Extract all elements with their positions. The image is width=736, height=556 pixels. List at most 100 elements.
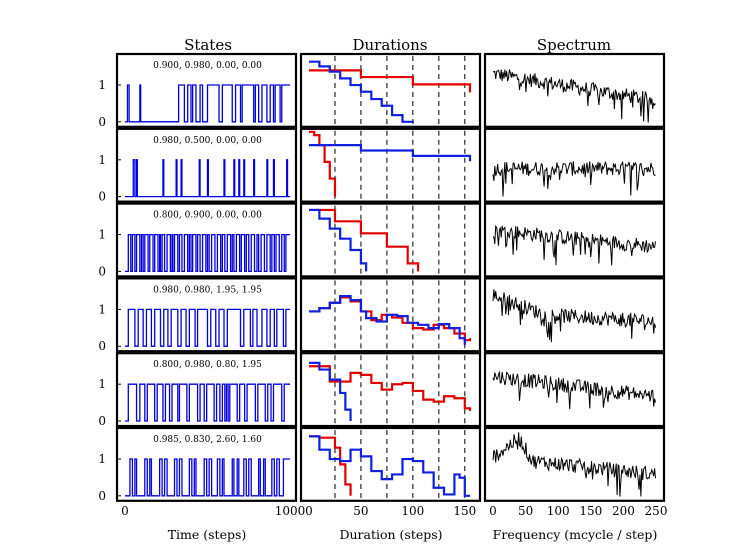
states-panel: 1 0 0.985, 0.830, 2.60, 1.60	[98, 426, 298, 503]
durations-x-tick-label: 50	[353, 504, 368, 518]
durations-x-tick-label: 150	[453, 504, 476, 518]
states-column-title: States	[184, 36, 232, 54]
spectrum-column-title: Spectrum	[537, 36, 611, 54]
durations-panel	[299, 277, 482, 353]
durations-x-tick-label: 100	[401, 504, 424, 518]
durations-frame	[299, 352, 482, 428]
durations-frame	[299, 426, 482, 502]
states-frame	[115, 52, 298, 128]
spectrum-trace	[492, 370, 656, 410]
states-x-tick-label: 0	[121, 504, 129, 518]
spectrum-trace	[492, 160, 656, 197]
y-tick-label-0: 0	[98, 489, 106, 503]
durations-frame	[299, 127, 482, 203]
spectrum-panel	[483, 127, 666, 203]
states-panel: 1 0 0.980, 0.500, 0.00, 0.00	[98, 127, 298, 204]
durations-x-axis-label: Duration (steps)	[339, 527, 442, 542]
row-6: 1 0 0.985, 0.830, 2.60, 1.60	[98, 426, 666, 503]
durations-x-tick-label: 0	[305, 504, 313, 518]
y-tick-label-0: 0	[98, 115, 106, 129]
states-panel: 1 0 0.980, 0.980, 1.95, 1.95	[98, 277, 298, 353]
spectrum-panel	[483, 52, 666, 128]
blue-duration-curve	[309, 60, 414, 123]
spectrum-x-axis-label: Frequency (mcycle / step)	[493, 527, 658, 542]
durations-frame	[299, 52, 482, 128]
states-x-tick-label: 1000	[275, 504, 306, 518]
red-duration-curve	[309, 130, 337, 197]
y-tick-label-1: 1	[98, 302, 106, 316]
y-tick-label-0: 0	[98, 264, 106, 278]
spectrum-frame	[483, 127, 666, 203]
spectrum-trace	[492, 432, 656, 497]
blue-duration-curve	[309, 294, 466, 345]
durations-panel	[299, 426, 482, 502]
states-panel: 1 0 0.900, 0.980, 0.00, 0.00	[98, 52, 298, 129]
red-duration-curve	[309, 208, 420, 272]
parameter-label: 0.980, 0.500, 0.00, 0.00	[153, 136, 262, 146]
states-frame	[115, 277, 298, 353]
states-frame	[115, 352, 298, 428]
blue-duration-curve	[309, 361, 352, 421]
spectrum-panel	[483, 352, 666, 428]
spectrum-frame	[483, 352, 666, 428]
durations-panel	[299, 52, 482, 128]
red-duration-curve	[309, 435, 352, 496]
durations-frame	[299, 202, 482, 278]
blue-duration-curve	[309, 144, 472, 162]
parameter-label: 0.980, 0.980, 1.95, 1.95	[153, 285, 262, 295]
states-trace	[125, 383, 290, 422]
parameter-label: 0.800, 0.980, 0.80, 1.95	[153, 360, 262, 370]
parameter-label: 0.985, 0.830, 2.60, 1.60	[153, 435, 262, 445]
spectrum-panel	[483, 277, 666, 353]
states-trace	[125, 233, 290, 273]
durations-column-title: Durations	[352, 36, 427, 54]
spectrum-x-tick-label: 50	[518, 504, 533, 518]
red-duration-curve	[309, 365, 472, 411]
spectrum-frame	[483, 426, 666, 502]
states-panel: 1 0 0.800, 0.980, 0.80, 1.95	[98, 352, 298, 428]
spectrum-trace	[492, 224, 656, 266]
spectrum-panel	[483, 426, 666, 502]
spectrum-x-tick-label: 100	[547, 504, 570, 518]
y-tick-label-0: 0	[98, 414, 106, 428]
states-trace	[125, 84, 290, 123]
y-tick-label-0: 0	[98, 190, 106, 204]
spectrum-trace	[492, 289, 656, 343]
blue-duration-curve	[309, 435, 470, 497]
states-panel: 1 0 0.800, 0.900, 0.00, 0.00	[98, 202, 298, 278]
durations-panel	[299, 352, 482, 428]
panel-grid: 1 0 0.900, 0.980, 0.00, 0.00 1 0 0.980, 0.500…	[98, 52, 666, 503]
x-tick-labels: 0 1000 0 50 100 150 0 50 100 150 200 250	[121, 504, 667, 518]
states-frame	[115, 127, 298, 203]
row-1: 1 0 0.900, 0.980, 0.00, 0.00	[98, 52, 666, 129]
states-trace	[125, 308, 290, 347]
durations-frame	[299, 277, 482, 353]
spectrum-x-tick-label: 200	[612, 504, 635, 518]
spectrum-panel	[483, 202, 666, 278]
red-duration-curve	[309, 69, 472, 93]
states-frame	[115, 426, 298, 502]
spectrum-frame	[483, 202, 666, 278]
blue-duration-curve	[309, 208, 368, 272]
spectrum-x-tick-label: 150	[579, 504, 602, 518]
row-3: 1 0 0.800, 0.900, 0.00, 0.00	[98, 202, 666, 278]
y-tick-label-1: 1	[98, 452, 106, 466]
spectrum-frame	[483, 52, 666, 128]
states-trace	[125, 159, 290, 198]
states-frame	[115, 202, 298, 278]
spectrum-frame	[483, 277, 666, 353]
states-trace	[125, 458, 290, 497]
y-tick-label-0: 0	[98, 339, 106, 353]
spectrum-x-tick-label: 250	[645, 504, 668, 518]
row-5: 1 0 0.800, 0.980, 0.80, 1.95	[98, 352, 666, 428]
row-4: 1 0 0.980, 0.980, 1.95, 1.95	[98, 277, 666, 353]
states-x-axis-label: Time (steps)	[168, 527, 247, 542]
spectrum-trace	[492, 69, 656, 123]
spectrum-x-tick-label: 0	[489, 504, 497, 518]
row-2: 1 0 0.980, 0.500, 0.00, 0.00	[98, 127, 666, 204]
durations-panel	[299, 127, 482, 203]
y-tick-label-1: 1	[98, 78, 106, 92]
y-tick-label-1: 1	[98, 228, 106, 242]
parameter-label: 0.800, 0.900, 0.00, 0.00	[153, 211, 262, 221]
